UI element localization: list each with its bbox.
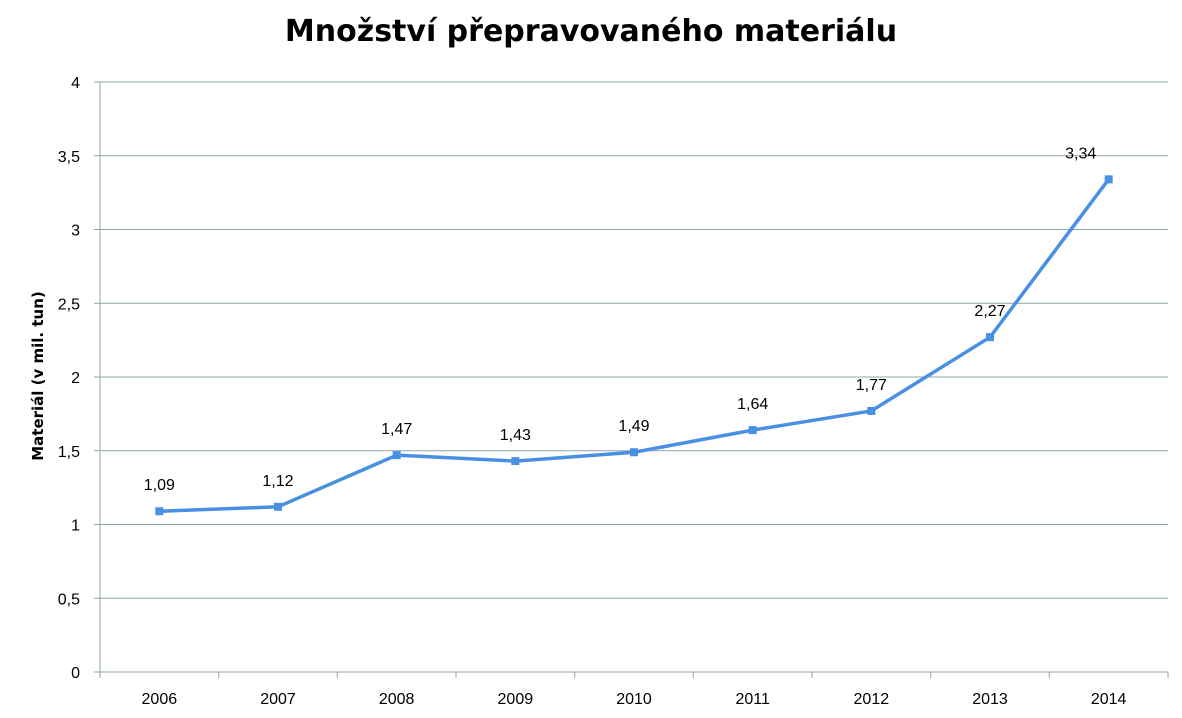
x-tick-label: 2014 bbox=[1091, 691, 1127, 708]
data-point-marker bbox=[511, 457, 520, 466]
y-tick-label: 1 bbox=[71, 518, 80, 535]
data-label: 1,64 bbox=[737, 396, 768, 413]
data-point-marker bbox=[1104, 175, 1113, 184]
data-point-marker bbox=[274, 502, 282, 511]
data-point-marker bbox=[986, 333, 994, 342]
y-tick-label: 3 bbox=[71, 223, 80, 240]
axes bbox=[94, 81, 1169, 678]
data-label: 3,34 bbox=[1065, 145, 1096, 162]
x-tick-label: 2009 bbox=[498, 691, 534, 708]
data-label: 1,09 bbox=[144, 477, 175, 494]
x-tick-label: 2013 bbox=[972, 691, 1008, 708]
x-tick-labels: 2006 2007 2008 2009 2010 2011 2012 2013 2014 bbox=[142, 691, 1127, 708]
data-label: 1,49 bbox=[618, 418, 649, 435]
data-label: 1,77 bbox=[856, 377, 887, 394]
x-tick-label: 2008 bbox=[379, 691, 415, 708]
data-point-marker bbox=[392, 451, 401, 460]
x-tick-label: 2010 bbox=[616, 691, 652, 708]
data-point-marker bbox=[155, 507, 164, 516]
gridlines bbox=[100, 81, 1168, 673]
data-markers bbox=[155, 175, 1113, 516]
y-tick-label: 0 bbox=[71, 665, 80, 682]
data-point-marker bbox=[630, 448, 638, 457]
data-label: 1,12 bbox=[262, 473, 293, 490]
data-label: 1,47 bbox=[381, 421, 412, 438]
x-tick-label: 2007 bbox=[260, 691, 296, 708]
y-tick-label: 1,5 bbox=[58, 444, 80, 461]
chart-title: Množství přepravovaného materiálu bbox=[284, 14, 898, 49]
x-tick-label: 2011 bbox=[735, 691, 770, 708]
y-tick-labels: 0 0,5 1 1,5 2 2,5 3 3,5 4 bbox=[58, 75, 80, 682]
data-label: 1,43 bbox=[500, 427, 531, 444]
y-tick-label: 3,5 bbox=[58, 149, 80, 166]
data-point-marker bbox=[748, 426, 757, 435]
data-label: 2,27 bbox=[974, 303, 1005, 320]
y-tick-label: 2,5 bbox=[58, 296, 80, 313]
x-tick-label: 2006 bbox=[142, 691, 178, 708]
y-tick-label: 2 bbox=[71, 370, 80, 387]
y-tick-label: 4 bbox=[71, 75, 80, 92]
x-tick-label: 2012 bbox=[854, 691, 890, 708]
y-tick-label: 0,5 bbox=[58, 591, 80, 608]
data-labels: 1,09 1,12 1,47 1,43 1,49 1,64 1,77 2,27 3,34 bbox=[144, 145, 1097, 494]
data-point-marker bbox=[867, 406, 876, 415]
